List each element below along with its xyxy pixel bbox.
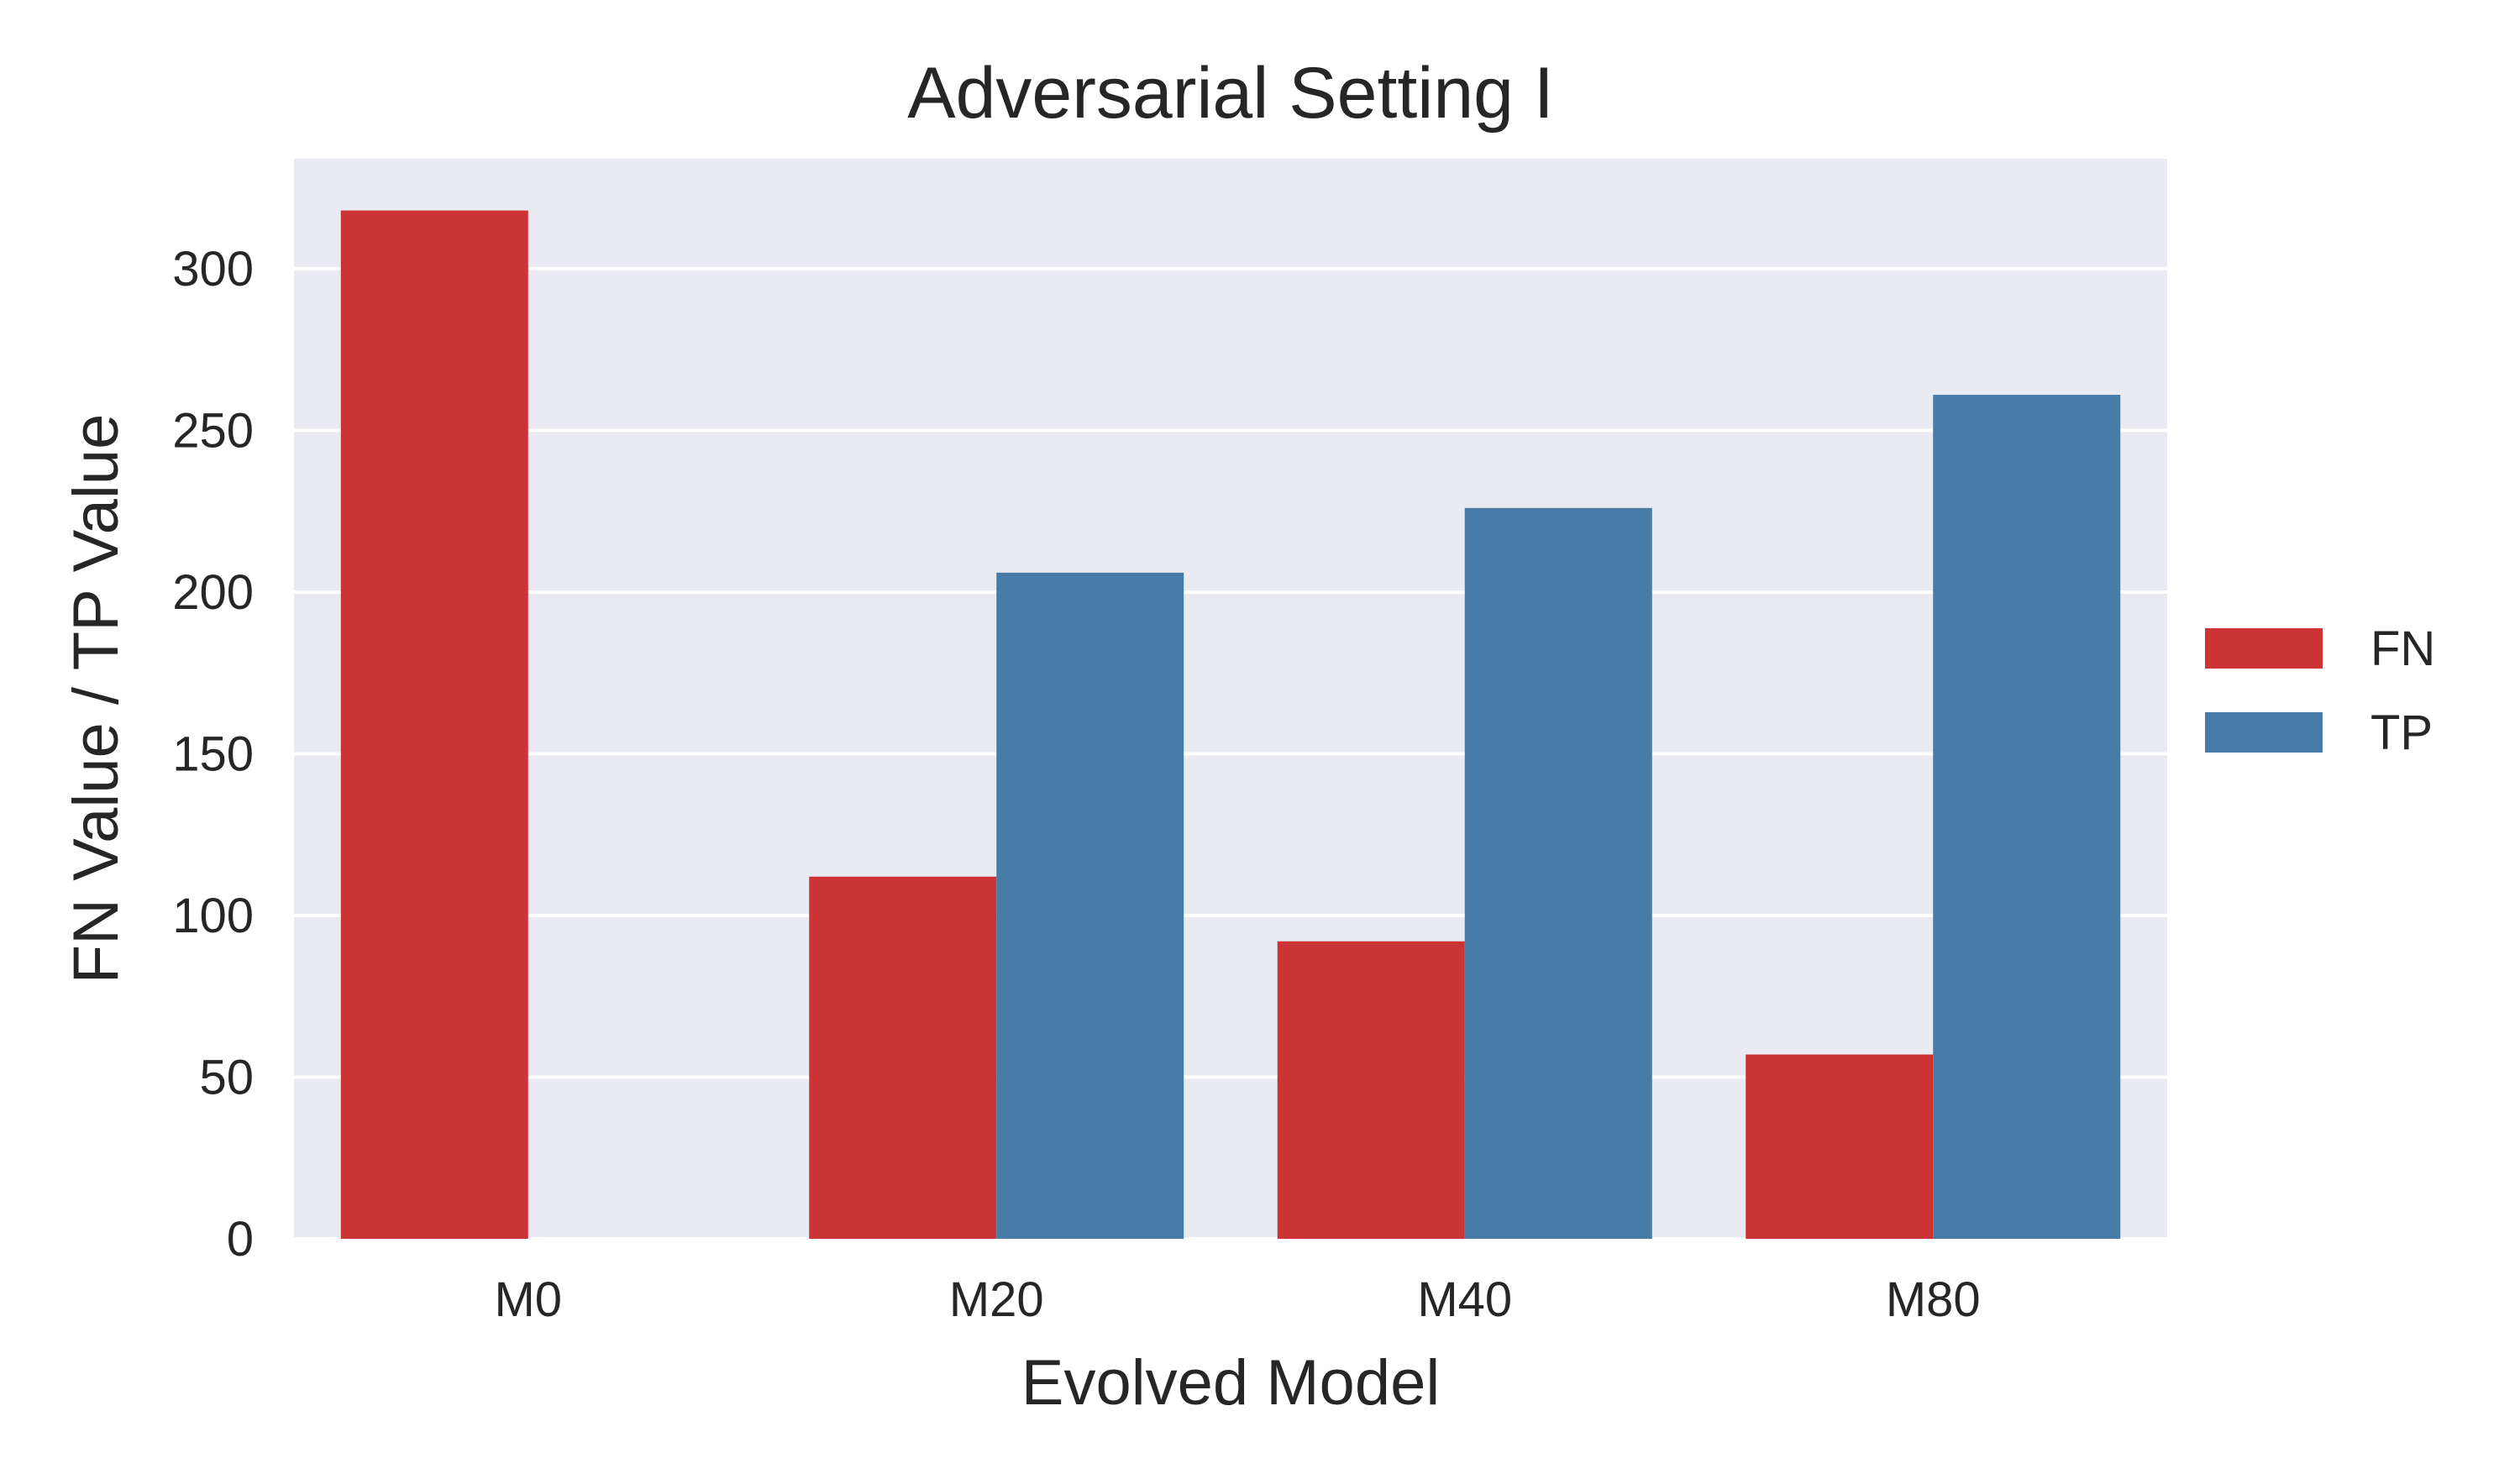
x-tick-label: M0: [494, 1272, 562, 1327]
legend-swatch-tp: [2205, 712, 2323, 753]
y-tick-label: 100: [172, 889, 254, 943]
bar-fn-m0: [340, 210, 528, 1240]
bars: [340, 210, 2121, 1240]
x-tick-label: M20: [949, 1272, 1044, 1327]
y-tick-label: 250: [172, 403, 254, 458]
grid-lines: [294, 266, 2167, 1241]
y-tick-label: 0: [227, 1212, 254, 1267]
bar-fn-m20: [809, 876, 997, 1239]
bar-tp-m80: [1933, 395, 2121, 1239]
bar-tp-m40: [1464, 507, 1652, 1239]
x-tick-labels: M0 M20 M40 M80: [494, 1272, 1980, 1327]
x-tick-label: M40: [1417, 1272, 1512, 1327]
bar-tp-m20: [996, 572, 1184, 1239]
x-tick-label: M80: [1886, 1272, 1981, 1327]
y-tick-labels: 0 50 100 150 200 250 300: [172, 242, 254, 1267]
y-tick-label: 50: [199, 1050, 254, 1104]
legend-label-fn: FN: [2370, 622, 2435, 676]
bar-fn-m40: [1277, 941, 1465, 1239]
y-tick-label: 300: [172, 242, 254, 296]
x-axis-title: Evolved Model: [1021, 1347, 1441, 1419]
y-tick-label: 150: [172, 727, 254, 781]
y-tick-label: 200: [172, 565, 254, 620]
y-axis-title: FN Value / TP Value: [60, 414, 132, 984]
legend-swatch-fn: [2205, 628, 2323, 669]
legend: FN TP: [2205, 622, 2435, 760]
chart-title: Adversarial Setting I: [907, 53, 1554, 134]
legend-label-tp: TP: [2370, 706, 2433, 760]
bar-fn-m80: [1746, 1054, 1934, 1239]
